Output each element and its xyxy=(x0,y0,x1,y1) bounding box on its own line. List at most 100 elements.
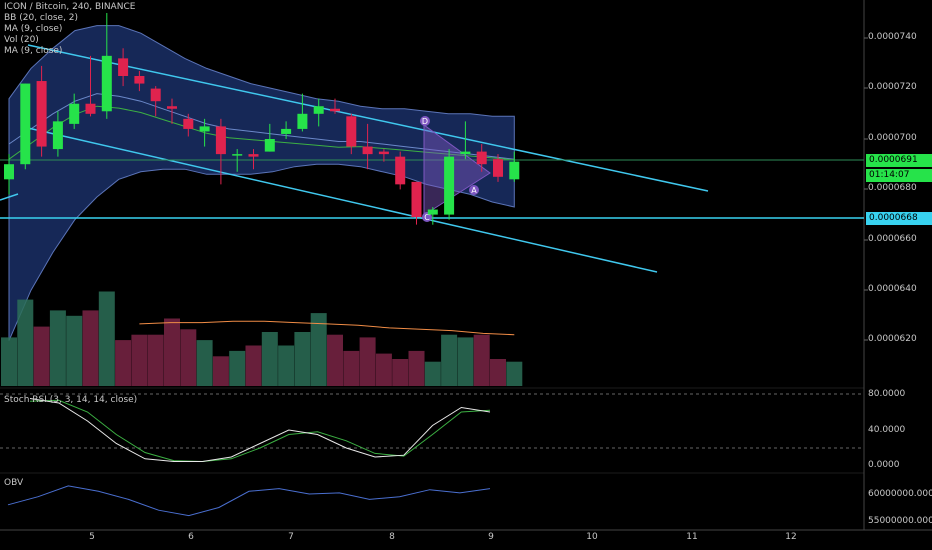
volume-bar xyxy=(375,353,392,386)
current-price-badge: 0.0000691 xyxy=(866,154,932,167)
pattern-label-c: C xyxy=(424,213,430,222)
candle-up[interactable] xyxy=(69,103,80,124)
stoch-label: 80.0000 xyxy=(868,389,906,399)
candle-down[interactable] xyxy=(395,156,406,185)
volume-bar xyxy=(327,334,343,386)
candle-up[interactable] xyxy=(264,139,275,152)
candle-down[interactable] xyxy=(330,108,340,112)
volume-bar xyxy=(66,315,83,386)
volume-bar xyxy=(473,334,490,386)
volume-bar xyxy=(164,318,180,386)
pattern-label-d: D xyxy=(422,117,428,126)
candle-down[interactable] xyxy=(411,181,422,218)
volume-bar xyxy=(392,359,409,386)
indicator-bb[interactable]: BB (20, close, 2) xyxy=(4,13,79,23)
indicator-ma-1[interactable]: MA (9, close) xyxy=(4,24,63,34)
time-label: 10 xyxy=(586,532,598,542)
grid-lines xyxy=(0,387,864,474)
time-label: 9 xyxy=(488,532,494,542)
volume-bar xyxy=(98,291,115,386)
candle-down[interactable] xyxy=(362,146,373,155)
obv-title[interactable]: OBV xyxy=(4,478,24,488)
candle-countdown-badge: 01:14:07 xyxy=(866,169,932,182)
candle-down[interactable] xyxy=(476,151,487,165)
stoch-rsi-title[interactable]: Stoch RSI (3, 3, 14, 14, close) xyxy=(4,395,138,405)
time-label: 6 xyxy=(188,532,194,542)
candle-up[interactable] xyxy=(460,151,471,155)
candle-up[interactable] xyxy=(232,154,243,156)
candle-down[interactable] xyxy=(493,159,503,177)
stoch-rsi-pane xyxy=(0,393,864,463)
candle-down[interactable] xyxy=(378,151,389,155)
candle-up[interactable] xyxy=(199,126,210,132)
time-label: 5 xyxy=(89,532,95,542)
candle-down[interactable] xyxy=(36,81,47,147)
candle-down[interactable] xyxy=(215,126,226,155)
obv-label: 60000000.0000 xyxy=(868,489,932,499)
volume-bar xyxy=(294,332,311,386)
time-label: 12 xyxy=(785,532,797,542)
candle-up[interactable] xyxy=(101,55,112,112)
harmonic-pattern-shape[interactable] xyxy=(423,124,491,216)
volume-bar xyxy=(82,310,99,386)
time-label: 8 xyxy=(389,532,395,542)
candle-up[interactable] xyxy=(313,106,324,114)
volume-bar xyxy=(212,356,229,386)
price-label: 0.0000660 xyxy=(868,234,917,244)
lower-channel-trendline[interactable] xyxy=(27,127,658,273)
volume-bar xyxy=(196,340,213,386)
indicator-ma-2[interactable]: MA (9, close) xyxy=(4,46,63,56)
price-label: 0.0000680 xyxy=(868,183,917,193)
volume-bar xyxy=(147,334,164,386)
volume-bar xyxy=(131,334,148,386)
candle-down[interactable] xyxy=(346,116,357,147)
candles[interactable] xyxy=(4,13,520,225)
left-trendline-stub[interactable] xyxy=(0,193,19,201)
volume-bar xyxy=(33,326,50,386)
pattern-point-a xyxy=(469,185,479,195)
stoch-k-line xyxy=(29,398,491,462)
candle-up[interactable] xyxy=(444,156,455,215)
bollinger-band-fill xyxy=(8,25,515,341)
obv-line xyxy=(7,485,491,517)
candle-up[interactable] xyxy=(281,128,292,134)
candle-down[interactable] xyxy=(134,76,145,84)
symbol-title[interactable]: ICON / Bitcoin, 240, BINANCE xyxy=(4,2,136,12)
upper-channel-trendline[interactable] xyxy=(27,44,709,192)
price-label: 0.0000640 xyxy=(868,284,917,294)
volume-bar xyxy=(490,359,506,386)
time-label: 11 xyxy=(686,532,698,542)
candle-down[interactable] xyxy=(183,118,194,129)
pattern-point-d xyxy=(420,116,430,126)
volume-bar xyxy=(359,337,376,386)
obv-label: 55000000.0000 xyxy=(868,516,932,526)
indicator-vol[interactable]: Vol (20) xyxy=(4,35,39,45)
candle-down[interactable] xyxy=(248,154,259,157)
volume-bar xyxy=(49,310,66,386)
candle-up[interactable] xyxy=(427,209,438,215)
volume-bar xyxy=(245,345,262,386)
candle-up[interactable] xyxy=(52,121,63,150)
candle-up[interactable] xyxy=(4,164,14,180)
volume-bar xyxy=(343,350,360,386)
volume-bar xyxy=(115,340,132,386)
candle-up[interactable] xyxy=(20,83,31,165)
bollinger-mid-line xyxy=(8,93,515,160)
candle-up[interactable] xyxy=(297,113,308,129)
support-level-badge: 0.0000668 xyxy=(866,212,932,225)
price-label: 0.0000720 xyxy=(868,82,917,92)
stoch-d-line xyxy=(29,399,491,463)
price-label: 0.0000620 xyxy=(868,334,917,344)
price-label: 0.0000700 xyxy=(868,133,917,143)
candle-down[interactable] xyxy=(85,103,96,114)
volume-bar xyxy=(408,350,425,386)
price-label: 0.0000740 xyxy=(868,32,917,42)
volume-bar xyxy=(457,337,474,386)
candle-down[interactable] xyxy=(150,88,161,102)
volume-bar xyxy=(278,345,295,386)
candle-down[interactable] xyxy=(118,58,129,76)
volume-bar xyxy=(1,337,17,386)
candle-down[interactable] xyxy=(167,106,177,109)
candle-up[interactable] xyxy=(509,161,520,180)
